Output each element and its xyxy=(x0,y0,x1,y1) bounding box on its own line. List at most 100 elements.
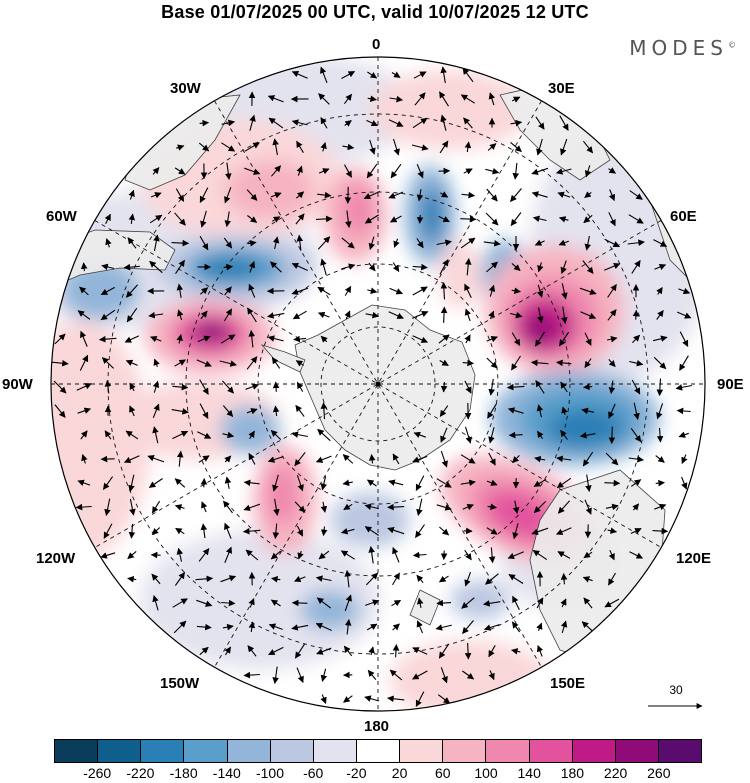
wind-vector xyxy=(607,309,617,321)
wind-vector xyxy=(439,405,449,417)
wind-vector xyxy=(608,403,616,419)
wind-vector xyxy=(270,165,282,177)
wind-vector xyxy=(364,526,380,536)
wind-vector xyxy=(367,95,377,103)
wind-vector xyxy=(462,620,474,635)
wind-vector xyxy=(296,667,304,684)
wind-vector xyxy=(365,599,380,606)
wind-vector xyxy=(345,210,352,229)
wind-vector xyxy=(171,408,189,415)
wind-vector xyxy=(77,407,92,414)
wind-vector xyxy=(512,500,520,515)
wind-vector xyxy=(558,216,569,223)
wind-vector xyxy=(246,408,258,415)
wind-vector xyxy=(488,284,496,297)
wind-vector xyxy=(560,620,568,634)
wind-vector xyxy=(268,117,284,129)
wind-vector xyxy=(340,527,355,535)
wind-vector xyxy=(152,167,160,175)
wind-vector xyxy=(100,309,116,321)
wind-vector xyxy=(511,287,521,295)
wind-vector xyxy=(270,261,282,273)
colorbar-swatch xyxy=(184,740,228,762)
wind-vector xyxy=(368,646,375,656)
wind-vector xyxy=(438,575,449,583)
wind-vector xyxy=(366,479,377,487)
wind-vector xyxy=(412,647,428,655)
colorbar-swatch xyxy=(529,740,573,762)
wind-vector xyxy=(368,453,376,464)
wind-vector xyxy=(343,695,353,703)
wind-vector xyxy=(174,212,186,226)
wind-vector xyxy=(534,455,546,463)
wind-vector xyxy=(580,311,597,319)
wind-vector xyxy=(557,500,571,514)
wind-vector xyxy=(224,476,232,489)
wind-vector xyxy=(320,668,328,682)
wind-vector xyxy=(630,479,642,487)
lon-label-90w: 90W xyxy=(2,376,33,393)
wind-vector xyxy=(464,308,472,322)
wind-vector xyxy=(630,427,642,443)
lon-label-60w: 60W xyxy=(46,208,77,225)
wind-vector xyxy=(531,527,549,535)
wind-vector xyxy=(436,504,452,511)
lon-label-0: 0 xyxy=(372,36,381,53)
wind-vector xyxy=(584,332,592,346)
wind-vector xyxy=(320,476,327,491)
wind-vector xyxy=(483,624,500,631)
wind-vector xyxy=(413,71,427,79)
wind-vector xyxy=(224,211,231,228)
wind-vector xyxy=(53,380,67,394)
wind-vector xyxy=(271,575,281,583)
wind-vector xyxy=(511,96,521,103)
wind-vector xyxy=(223,263,234,271)
wind-vector xyxy=(177,309,184,321)
wind-vector xyxy=(537,430,544,440)
wind-vector xyxy=(364,214,379,224)
wind-vector xyxy=(270,429,282,440)
wind-vector xyxy=(581,621,595,633)
wind-vector xyxy=(654,503,667,511)
wind-vector xyxy=(535,331,545,347)
wind-vector xyxy=(605,452,619,466)
wind-vector xyxy=(267,456,284,463)
wind-vector xyxy=(127,237,137,249)
wind-vector xyxy=(295,404,305,417)
wind-vector xyxy=(149,214,163,224)
wind-vector xyxy=(440,450,448,468)
wind-vector xyxy=(221,142,236,152)
wind-vector xyxy=(460,237,476,249)
wind-vector xyxy=(411,310,429,319)
wind-vector xyxy=(176,547,184,562)
wind-vector xyxy=(558,331,570,347)
colorbar-tick-label: -220 xyxy=(126,765,155,781)
wind-vector xyxy=(413,431,426,438)
wind-vector xyxy=(315,575,332,582)
wind-vector xyxy=(366,572,379,586)
wind-vector xyxy=(608,189,616,202)
wind-vector xyxy=(416,163,424,179)
wind-vector xyxy=(656,309,664,320)
wind-vector xyxy=(392,546,400,563)
lon-label-150w: 150W xyxy=(160,675,200,692)
wind-vector xyxy=(581,407,595,415)
wind-vector xyxy=(530,359,549,367)
wind-vector xyxy=(412,263,428,271)
wind-vector xyxy=(388,119,404,127)
wind-vector xyxy=(173,620,187,634)
wind-vector xyxy=(511,262,521,272)
wind-vector xyxy=(150,192,162,199)
wind-vector xyxy=(464,258,472,276)
wind-vector xyxy=(268,646,284,656)
wind-vector xyxy=(344,594,352,612)
wind-vector xyxy=(199,379,209,395)
wind-vector xyxy=(80,262,88,272)
wind-vector xyxy=(629,551,644,559)
wind-vector xyxy=(366,623,378,631)
colorbar-tick-label: -260 xyxy=(83,765,112,781)
wind-vector xyxy=(439,91,449,107)
wind-vector xyxy=(438,215,450,223)
wind-vector xyxy=(242,527,261,535)
wind-vector xyxy=(98,335,117,343)
